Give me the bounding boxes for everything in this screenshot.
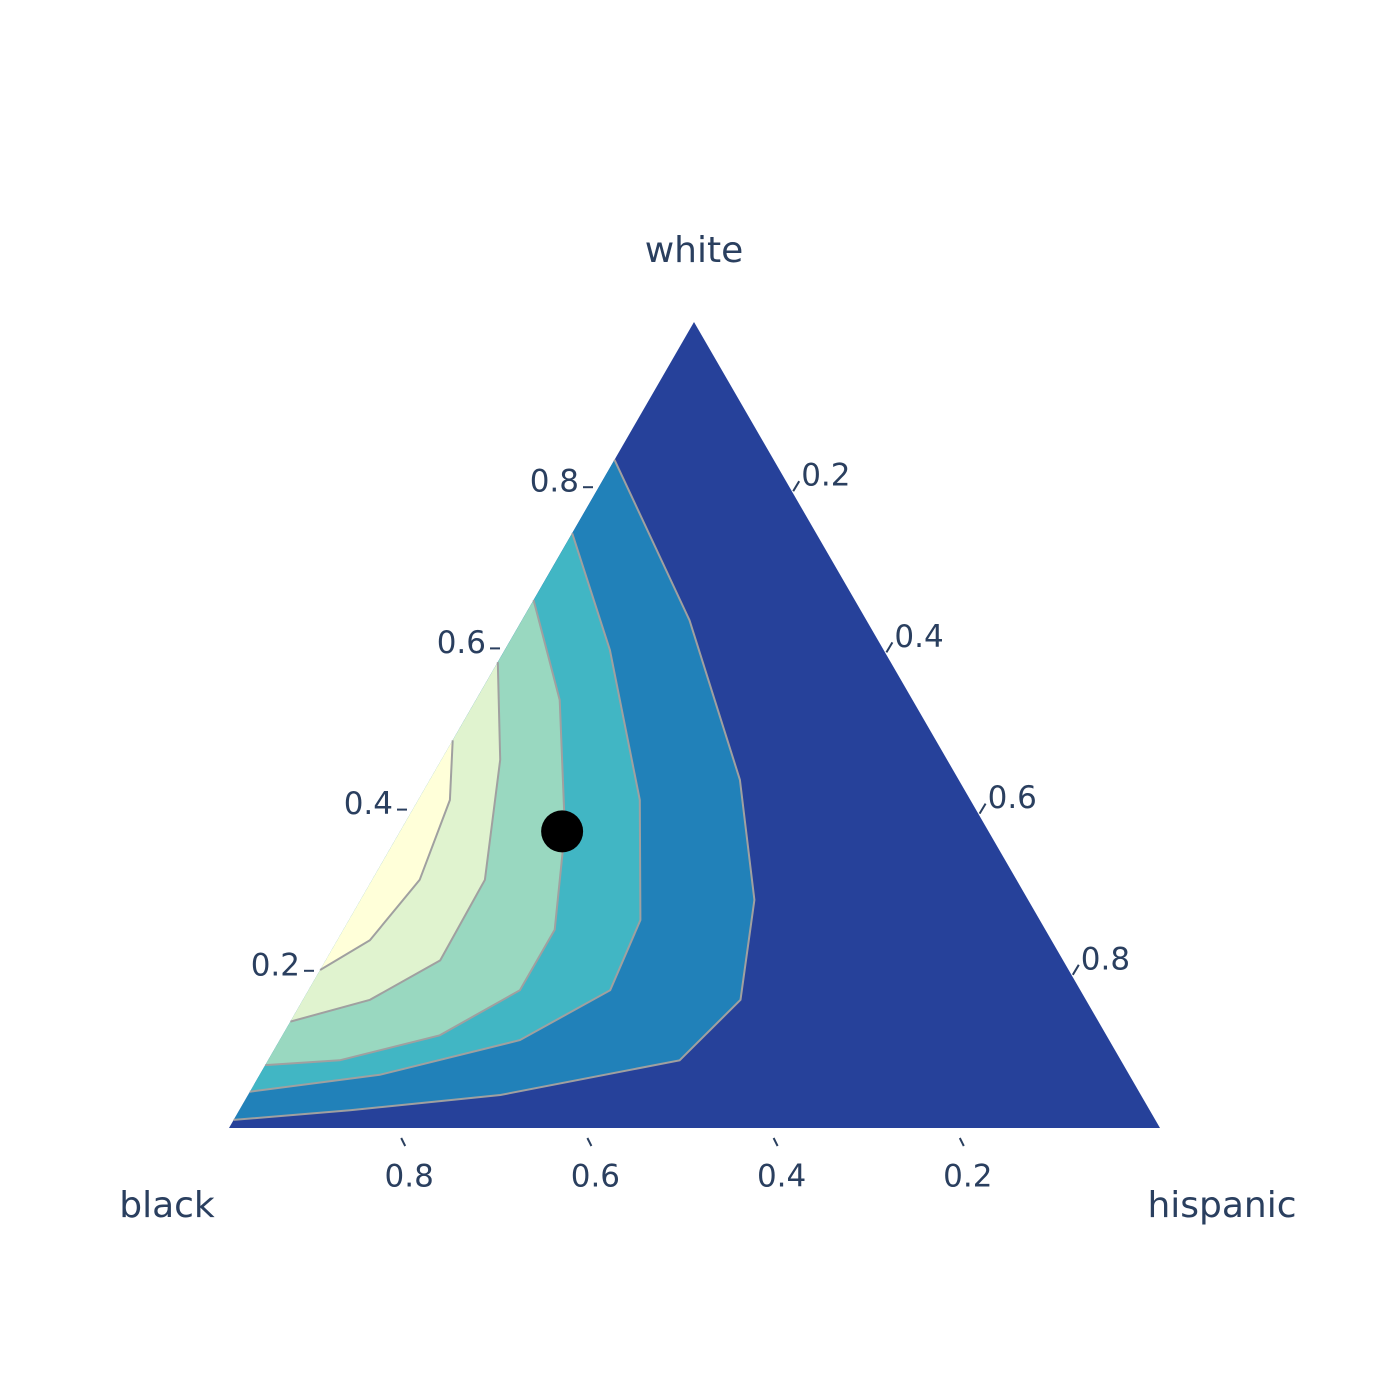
b-axis-title: black [119, 1185, 215, 1226]
contour-line [265, 599, 566, 1067]
c-tick [792, 480, 801, 492]
a-tick-label: 0.4 [344, 786, 393, 822]
c-tick [978, 803, 987, 815]
a-axis-title: white [645, 230, 744, 271]
b-tick-label: 0.2 [943, 1159, 992, 1195]
b-tick-label: 0.8 [385, 1159, 434, 1195]
contour-line [290, 662, 502, 1023]
b-tick [400, 1137, 407, 1147]
c-tick-label: 0.8 [1081, 941, 1130, 977]
b-tick-label: 0.6 [571, 1159, 620, 1195]
c-tick [1071, 964, 1080, 976]
point [541, 810, 584, 853]
a-tick-label: 0.2 [251, 947, 300, 983]
c-tick-label: 0.2 [801, 458, 850, 494]
b-tick [958, 1137, 965, 1147]
b-tick [586, 1137, 593, 1147]
c-tick-label: 0.4 [894, 619, 943, 655]
b-tick-label: 0.4 [757, 1159, 806, 1195]
contour-band [229, 740, 453, 1128]
a-tick-label: 0.6 [437, 625, 486, 661]
b-tick [772, 1137, 779, 1147]
c-tick [885, 641, 894, 653]
c-tick-label: 0.6 [988, 780, 1037, 816]
contour-line [233, 459, 756, 1121]
c-axis-title: hispanic [1147, 1185, 1296, 1226]
contour-line [249, 532, 642, 1093]
a-tick-label: 0.8 [530, 464, 579, 500]
contour-line [319, 740, 454, 971]
